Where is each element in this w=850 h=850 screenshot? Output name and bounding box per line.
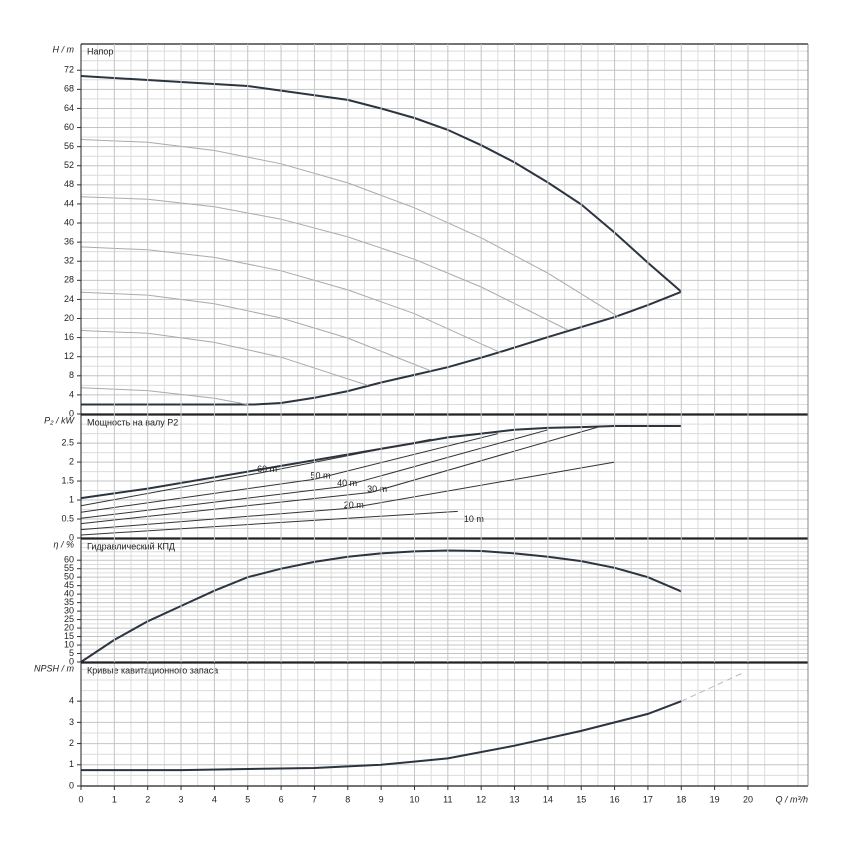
curve-label: 10 m: [464, 514, 484, 524]
y-tick-label: 4: [69, 696, 74, 706]
y-tick-label: 1: [69, 759, 74, 769]
y-tick-label: 64: [64, 103, 74, 113]
y-tick-label: 30: [64, 605, 74, 615]
x-tick-label: 12: [476, 794, 486, 804]
y-tick-label: 2.5: [61, 437, 74, 447]
y-tick-label: 8: [69, 370, 74, 380]
y-tick-label: 60: [64, 555, 74, 565]
y-tick-label: 55: [64, 563, 74, 573]
x-tick-label: 6: [279, 794, 284, 804]
x-tick-label: 11: [443, 794, 452, 804]
y-tick-label: 56: [64, 141, 74, 151]
curve-label: 20 m: [344, 500, 364, 510]
y-tick-label: 35: [64, 597, 74, 607]
curve: [80, 429, 549, 519]
x-tick-label: 0: [78, 794, 83, 804]
y-tick-label: 44: [64, 198, 74, 208]
x-tick-label: 13: [510, 794, 520, 804]
x-tick-label: 14: [543, 794, 553, 804]
y-tick-label: 20: [64, 313, 74, 323]
y-axis-label: P₂ / kW: [44, 415, 75, 425]
y-tick-label: 40: [64, 589, 74, 599]
x-tick-label: 19: [710, 794, 720, 804]
y-tick-label: 52: [64, 160, 74, 170]
y-tick-label: 0.5: [61, 513, 74, 523]
y-tick-label: 28: [64, 275, 74, 285]
x-tick-label: 17: [643, 794, 653, 804]
curve-label: 50 m: [310, 471, 330, 481]
x-tick-label: 15: [576, 794, 586, 804]
curve-label: 30 m: [367, 484, 387, 494]
y-tick-label: 60: [64, 122, 74, 132]
x-tick-label: 20: [743, 794, 753, 804]
curve: [80, 510, 458, 536]
curve: [80, 426, 599, 525]
curve-label: 60 m: [257, 464, 277, 474]
curve: [80, 196, 569, 331]
curve: [80, 330, 368, 386]
y-tick-label: 45: [64, 580, 74, 590]
x-tick-label: 8: [345, 794, 350, 804]
y-axis-label: NPSH / m: [34, 663, 75, 673]
x-tick-label: 2: [145, 794, 150, 804]
x-tick-label: 9: [379, 794, 384, 804]
x-tick-label: 10: [409, 794, 419, 804]
curve: [681, 673, 742, 702]
x-tick-label: 7: [312, 794, 317, 804]
y-tick-label: 10: [64, 639, 74, 649]
y-axis-label: H / m: [53, 44, 75, 54]
y-tick-label: 36: [64, 237, 74, 247]
y-tick-label: 2: [69, 738, 74, 748]
x-tick-label: 4: [212, 794, 217, 804]
y-axis-label: η / %: [53, 539, 74, 549]
curve: [81, 700, 682, 772]
y-tick-label: 0: [69, 408, 74, 418]
panel-title: Мощность на валу P2: [87, 417, 178, 427]
y-tick-label: 5: [69, 648, 74, 658]
panel-title: Кривые кавитационного запаса: [87, 665, 218, 675]
y-tick-label: 15: [64, 631, 74, 641]
x-tick-label: 5: [245, 794, 250, 804]
y-tick-label: 50: [64, 572, 74, 582]
x-tick-label: 1: [112, 794, 117, 804]
y-tick-label: 32: [64, 256, 74, 266]
curve-label: 40 m: [337, 478, 357, 488]
curve: [80, 438, 432, 507]
y-tick-label: 0: [69, 656, 74, 666]
panel-title: Гидравлический КПД: [87, 541, 175, 551]
panel-title: Напор: [87, 46, 113, 56]
y-tick-label: 72: [64, 65, 74, 75]
x-tick-label: 16: [610, 794, 620, 804]
x-tick-label: 3: [179, 794, 184, 804]
y-tick-label: 20: [64, 622, 74, 632]
y-tick-label: 4: [69, 389, 74, 399]
y-tick-label: 1.5: [61, 475, 74, 485]
y-tick-label: 25: [64, 614, 74, 624]
y-tick-label: 2: [69, 456, 74, 466]
y-tick-label: 24: [64, 294, 74, 304]
y-tick-label: 16: [64, 332, 74, 342]
curve: [80, 291, 432, 372]
x-tick-label: 18: [676, 794, 686, 804]
y-tick-label: 68: [64, 84, 74, 94]
y-tick-label: 0: [69, 532, 74, 542]
y-tick-label: 0: [69, 780, 74, 790]
y-tick-label: 12: [64, 351, 74, 361]
y-tick-label: 48: [64, 179, 74, 189]
y-tick-label: 40: [64, 217, 74, 227]
y-tick-label: 1: [69, 494, 74, 504]
x-axis-label: Q / m³/h: [775, 794, 808, 804]
y-tick-label: 3: [69, 717, 74, 727]
